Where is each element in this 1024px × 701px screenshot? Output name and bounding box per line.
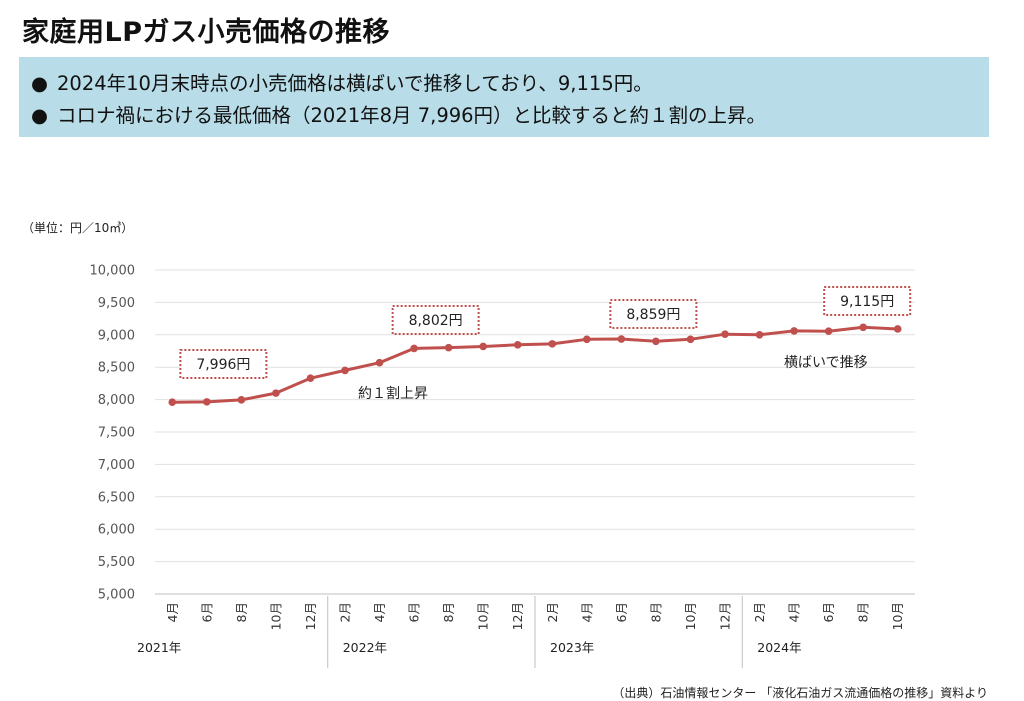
bullet-icon: ● (31, 72, 49, 95)
year-label: 2023年 (550, 640, 594, 655)
data-point (237, 396, 246, 404)
data-point (583, 335, 591, 344)
data-point (410, 344, 418, 353)
x-tick-label: 4月 (372, 602, 387, 622)
x-tick-label: 10月 (683, 602, 698, 630)
data-point (272, 389, 280, 397)
data-point (479, 342, 487, 351)
x-tick-label: 6月 (614, 602, 629, 622)
chart-annotation: 約１割上昇 (358, 385, 428, 402)
data-point (548, 340, 557, 348)
summary-box: ● 2024年10月末時点の小売価格は横ばいで推移しており、9,115円。 ● コロ… (19, 57, 989, 137)
y-tick-label: 5,500 (98, 555, 135, 570)
data-point (686, 335, 695, 344)
data-point (617, 335, 626, 343)
x-tick-label: 8月 (234, 602, 249, 622)
source-note: （出典）石油情報センター 「液化石油ガス流通価格の推移」資料より (612, 686, 988, 700)
y-tick-label: 7,000 (98, 458, 135, 473)
data-point (168, 398, 177, 406)
x-tick-label: 4月 (165, 602, 180, 622)
year-label: 2022年 (343, 640, 387, 655)
data-point (755, 331, 764, 339)
callout-label: 8,802円 (409, 313, 463, 329)
data-point (513, 341, 522, 349)
x-tick-label: 8月 (441, 602, 456, 622)
x-tick-label: 8月 (648, 602, 663, 622)
data-point (859, 323, 867, 332)
callout-label: 7,996円 (196, 357, 250, 373)
x-tick-label: 2月 (545, 602, 560, 622)
x-tick-label: 6月 (199, 602, 214, 622)
x-tick-label: 10月 (268, 602, 283, 630)
year-label: 2024年 (757, 640, 801, 655)
data-point (893, 325, 902, 333)
chart-annotation: 横ばいで推移 (784, 355, 868, 371)
x-tick-label: 4月 (787, 602, 802, 622)
data-point (721, 330, 729, 338)
summary-text: 2024年10月末時点の小売価格は横ばいで推移しており、9,115円。 (57, 72, 653, 95)
x-tick-label: 12月 (510, 602, 525, 630)
x-tick-label: 12月 (718, 602, 733, 630)
x-tick-label: 6月 (407, 602, 422, 622)
x-tick-label: 10月 (890, 602, 905, 630)
y-tick-label: 10,000 (90, 264, 136, 279)
y-tick-label: 9,500 (98, 296, 135, 311)
data-point (306, 374, 315, 383)
data-point (652, 337, 660, 346)
summary-item: ● コロナ禍における最低価格（2021年8月 7,996円）と比較すると約１割の上… (31, 99, 766, 128)
x-tick-label: 2月 (338, 602, 353, 622)
summary-item: ● 2024年10月末時点の小売価格は横ばいで推移しており、9,115円。 (31, 67, 653, 96)
callout-box (823, 286, 912, 316)
page-title: 家庭用LPガス小売価格の推移 (22, 17, 390, 48)
x-tick-label: 2月 (752, 602, 767, 622)
bullet-icon: ● (31, 104, 49, 127)
callout-label: 8,859円 (626, 307, 680, 323)
callout-label: 9,115円 (840, 294, 894, 310)
x-tick-label: 8月 (856, 602, 871, 622)
y-tick-label: 6,000 (98, 523, 135, 538)
y-tick-label: 6,500 (98, 490, 135, 505)
y-tick-label: 7,500 (98, 426, 135, 441)
y-tick-label: 8,000 (98, 393, 135, 408)
unit-label: （単位：円／10㎥） (22, 221, 134, 235)
year-label: 2021年 (137, 640, 181, 655)
callout-box (179, 349, 268, 379)
data-point (203, 398, 211, 406)
x-tick-label: 12月 (303, 602, 318, 630)
y-tick-label: 5,000 (98, 588, 135, 603)
data-point (341, 366, 349, 375)
data-point (444, 343, 453, 352)
x-tick-label: 6月 (821, 602, 836, 622)
y-tick-label: 8,500 (98, 361, 135, 376)
callout-box (609, 299, 698, 329)
x-tick-label: 4月 (579, 602, 594, 622)
data-point (824, 327, 833, 336)
data-point (790, 327, 798, 335)
y-tick-label: 9,000 (98, 328, 135, 343)
series-line (172, 325, 898, 404)
summary-text: コロナ禍における最低価格（2021年8月 7,996円）と比較すると約１割の上昇… (57, 104, 767, 127)
data-point (375, 358, 384, 367)
x-tick-label: 10月 (476, 602, 491, 630)
callout-box (391, 305, 480, 335)
